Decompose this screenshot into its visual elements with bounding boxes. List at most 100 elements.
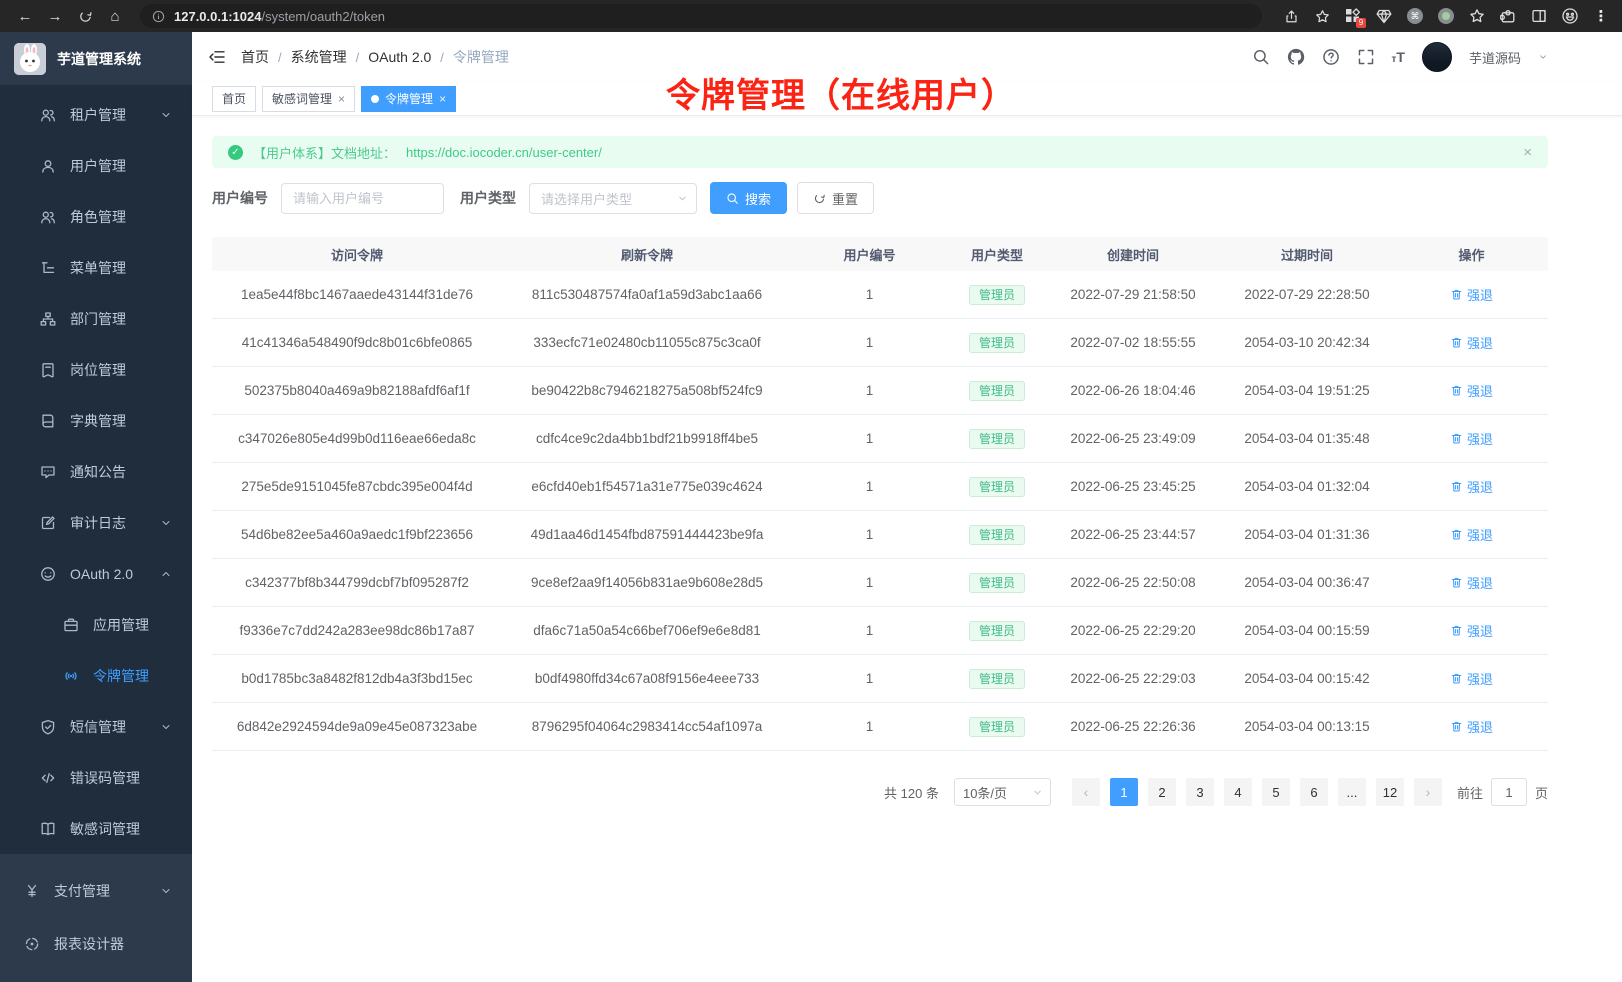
page-button-3[interactable]: 3: [1185, 778, 1214, 806]
alert-close-icon[interactable]: ×: [1523, 143, 1532, 161]
chevron-down-icon: [162, 888, 170, 893]
sidebar-item-oauth2-token[interactable]: 令牌管理: [0, 650, 192, 701]
browser-refresh-button[interactable]: [72, 4, 98, 28]
browser-forward-button[interactable]: →: [47, 7, 63, 25]
tab-close-icon[interactable]: ×: [338, 91, 346, 106]
chevron-down-icon[interactable]: [1538, 52, 1548, 62]
search-button[interactable]: 搜索: [710, 182, 788, 214]
access-token-cell: 6d842e2924594de9a09e45e087323abe: [236, 719, 478, 734]
force-logout-button[interactable]: 强退: [1450, 669, 1493, 688]
force-logout-button[interactable]: 强退: [1450, 429, 1493, 448]
user-id-cell: 1: [865, 671, 874, 686]
search-icon[interactable]: [1252, 48, 1270, 66]
users-icon: [41, 109, 55, 121]
user-avatar[interactable]: [1421, 42, 1452, 72]
page-button-6[interactable]: 6: [1299, 778, 1328, 806]
command-extension-icon[interactable]: ⌘: [1406, 7, 1424, 25]
font-size-icon[interactable]: тT: [1391, 49, 1405, 65]
puzzle-extension-icon[interactable]: [1499, 7, 1517, 25]
sidebar-item-pay[interactable]: 支付管理: [0, 864, 192, 917]
page-size-select[interactable]: 10条/页: [953, 778, 1051, 806]
sidebar-item-label: OAuth 2.0: [70, 565, 134, 582]
gem-extension-icon[interactable]: [1375, 7, 1393, 25]
page-button-5[interactable]: 5: [1261, 778, 1290, 806]
created-at-cell: 2022-07-02 18:55:55: [1070, 335, 1196, 350]
sidebar-item-dict[interactable]: 字典管理: [0, 395, 192, 446]
user-type-cell: 管理员: [947, 428, 1047, 449]
profile-avatar-icon[interactable]: [1561, 7, 1579, 25]
page-button-4[interactable]: 4: [1223, 778, 1252, 806]
extensions-grid-icon[interactable]: 9: [1344, 7, 1366, 28]
created-at-cell: 2022-06-25 23:45:25: [1070, 479, 1196, 494]
sidebar-item-notice[interactable]: 通知公告: [0, 446, 192, 497]
fullscreen-icon[interactable]: [1357, 48, 1375, 66]
user-id-input[interactable]: [281, 182, 444, 214]
sidebar-item-audit-log[interactable]: 审计日志: [0, 497, 192, 548]
tab-label: 首页: [222, 92, 247, 106]
user-type-label: 用户类型: [460, 190, 516, 206]
tab-sensitive-word[interactable]: 敏感词管理 ×: [262, 85, 356, 112]
tab-home[interactable]: 首页: [212, 85, 257, 112]
sidebar-item-tenant[interactable]: 租户管理: [0, 89, 192, 140]
trash-icon: [1451, 481, 1462, 492]
refresh-icon: [814, 194, 825, 203]
sidebar-fold-icon[interactable]: [208, 48, 226, 66]
force-logout-button[interactable]: 强退: [1450, 621, 1493, 640]
sidebar-item-label: 角色管理: [70, 208, 126, 225]
force-logout-button[interactable]: 强退: [1450, 717, 1493, 736]
force-logout-button[interactable]: 强退: [1450, 525, 1493, 544]
sidebar-item-role[interactable]: 角色管理: [0, 191, 192, 242]
site-info-icon: [152, 10, 165, 22]
share-icon[interactable]: [1282, 7, 1300, 25]
reset-button[interactable]: 重置: [797, 182, 875, 214]
help-icon[interactable]: [1322, 48, 1340, 66]
user-type-select[interactable]: 请选择用户类型: [529, 182, 697, 214]
prev-page-button[interactable]: ‹: [1071, 778, 1100, 806]
sidebar-fold-icon: [209, 51, 225, 63]
page-ellipsis[interactable]: ...: [1337, 778, 1366, 806]
trash-icon: [1451, 337, 1462, 348]
trash-icon: [1451, 529, 1462, 540]
user-id-cell: 1: [865, 431, 874, 446]
goto-page-input[interactable]: [1490, 778, 1527, 806]
sidebar-item-dept[interactable]: 部门管理: [0, 293, 192, 344]
sidebar-item-label: 应用管理: [93, 616, 149, 633]
side-panel-icon[interactable]: [1530, 7, 1548, 25]
address-bar[interactable]: 127.0.0.1:1024/system/oauth2/token: [140, 4, 1262, 28]
tab-token[interactable]: 令牌管理 ×: [361, 85, 457, 112]
browser-home-button[interactable]: ⌂: [110, 7, 120, 25]
force-logout-button[interactable]: 强退: [1450, 477, 1493, 496]
chevron-down-icon: [1032, 787, 1042, 797]
alert-doc-link[interactable]: https://doc.iocoder.cn/user-center/: [406, 144, 602, 160]
sidebar-item-oauth2-app[interactable]: 应用管理: [0, 599, 192, 650]
site-info-icon[interactable]: [152, 10, 165, 23]
tab-close-icon[interactable]: ×: [439, 91, 447, 106]
user-name[interactable]: 芋道源码: [1468, 50, 1521, 66]
force-logout-button[interactable]: 强退: [1450, 285, 1493, 304]
sidebar-item-sms[interactable]: 短信管理: [0, 701, 192, 752]
page-button-12[interactable]: 12: [1375, 778, 1404, 806]
breadcrumb-item-2[interactable]: OAuth 2.0: [368, 49, 432, 65]
sidebar-item-sensitive-word[interactable]: 敏感词管理: [0, 803, 192, 854]
browser-back-button[interactable]: ←: [17, 7, 33, 25]
recorder-extension-icon[interactable]: [1437, 7, 1455, 25]
breadcrumb-item-1[interactable]: 系统管理: [290, 49, 347, 65]
sidebar-item-menu[interactable]: 菜单管理: [0, 242, 192, 293]
github-icon[interactable]: [1287, 48, 1305, 66]
sidebar-item-report-designer[interactable]: 报表设计器: [0, 917, 192, 970]
page-button-2[interactable]: 2: [1147, 778, 1176, 806]
sidebar-item-oauth2[interactable]: OAuth 2.0: [0, 548, 192, 599]
sidebar-item-user[interactable]: 用户管理: [0, 140, 192, 191]
bookmark-star-icon[interactable]: [1313, 7, 1331, 25]
force-logout-button[interactable]: 强退: [1450, 381, 1493, 400]
breadcrumb-item-0[interactable]: 首页: [241, 49, 269, 65]
sidebar-item-post[interactable]: 岗位管理: [0, 344, 192, 395]
trash-icon: [1451, 577, 1462, 588]
star-extension-icon[interactable]: [1468, 7, 1486, 25]
force-logout-button[interactable]: 强退: [1450, 333, 1493, 352]
next-page-button[interactable]: ›: [1413, 778, 1442, 806]
browser-menu-icon[interactable]: ⋮: [1593, 8, 1609, 25]
sidebar-item-error-code[interactable]: 错误码管理: [0, 752, 192, 803]
force-logout-button[interactable]: 强退: [1450, 573, 1493, 592]
page-button-1[interactable]: 1: [1109, 778, 1138, 806]
